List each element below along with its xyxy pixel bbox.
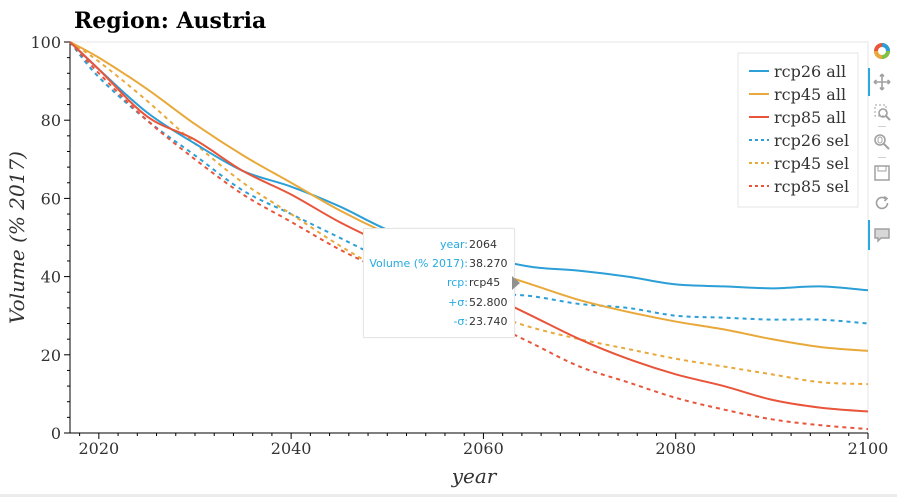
tooltip-value: 52.800: [469, 296, 508, 309]
legend-box: [737, 52, 859, 208]
tooltip-row-plus-sigma: +σ: 52.800: [364, 296, 514, 312]
box-zoom-icon[interactable]: [872, 102, 892, 122]
tooltip-row-rcp: rcp: rcp45: [364, 276, 514, 292]
legend-entry: rcp26 sel: [774, 131, 849, 150]
y-tick-label: 100: [30, 33, 61, 52]
y-tick-label: 40: [41, 268, 61, 287]
legend-entry: rcp85 sel: [774, 177, 849, 196]
tooltip-label: year:: [439, 238, 468, 251]
toolbar-divider: [878, 157, 886, 158]
tooltip-pointer-icon: [512, 276, 520, 290]
y-tick-label: 0: [51, 424, 61, 443]
chart-title: Region: Austria: [74, 8, 267, 34]
x-tick-label: 2080: [655, 439, 696, 458]
tooltip-value: 38.270: [469, 257, 508, 270]
y-tick-label: 60: [41, 189, 61, 208]
toolbar-divider: [878, 126, 886, 127]
y-tick-label: 20: [41, 346, 61, 365]
x-tick-label: 2020: [78, 439, 119, 458]
tooltip-row-minus-sigma: -σ: 23.740: [364, 315, 514, 331]
legend-entry: rcp26 all: [774, 62, 846, 81]
tooltip-label: +σ:: [448, 296, 468, 309]
reset-icon[interactable]: [872, 193, 892, 213]
tooltip-label: -σ:: [453, 315, 468, 328]
tooltip-value: 2064: [469, 238, 497, 251]
wheel-zoom-icon[interactable]: [872, 132, 892, 152]
tooltip-value: 23.740: [469, 315, 508, 328]
frame-bottom-border: [0, 494, 897, 497]
hover-icon[interactable]: [872, 225, 892, 245]
series-line-rcp45-sel: [69, 41, 869, 386]
x-tick-label: 2060: [463, 439, 504, 458]
tooltip-label: rcp:: [446, 276, 468, 289]
chart-toolbar: [868, 38, 897, 258]
save-icon[interactable]: [872, 163, 892, 183]
series-line-rcp26-sel: [69, 41, 869, 325]
y-tick-label: 80: [41, 111, 61, 130]
tooltip-label: Volume (% 2017):: [369, 257, 468, 270]
tooltip-value: rcp45: [469, 276, 501, 289]
active-tool-indicator: [868, 220, 870, 250]
legend-entry: rcp85 all: [774, 108, 846, 127]
pan-icon[interactable]: [872, 72, 892, 92]
y-axis-label: Volume (% 2017): [5, 151, 29, 324]
hover-tooltip: year: 2064 Volume (% 2017): 38.270 rcp: …: [363, 228, 515, 338]
x-tick-label: 2100: [848, 439, 889, 458]
x-axis-label: year: [451, 464, 498, 488]
legend-entry: rcp45 all: [774, 85, 846, 104]
x-tick-label: 2040: [271, 439, 312, 458]
legend-entry: rcp45 sel: [774, 154, 849, 173]
tooltip-row-year: year: 2064: [364, 238, 514, 254]
tooltip-row-volume: Volume (% 2017): 38.270: [364, 257, 514, 273]
bokeh-logo-icon[interactable]: [872, 41, 892, 61]
active-tool-indicator: [868, 68, 870, 96]
